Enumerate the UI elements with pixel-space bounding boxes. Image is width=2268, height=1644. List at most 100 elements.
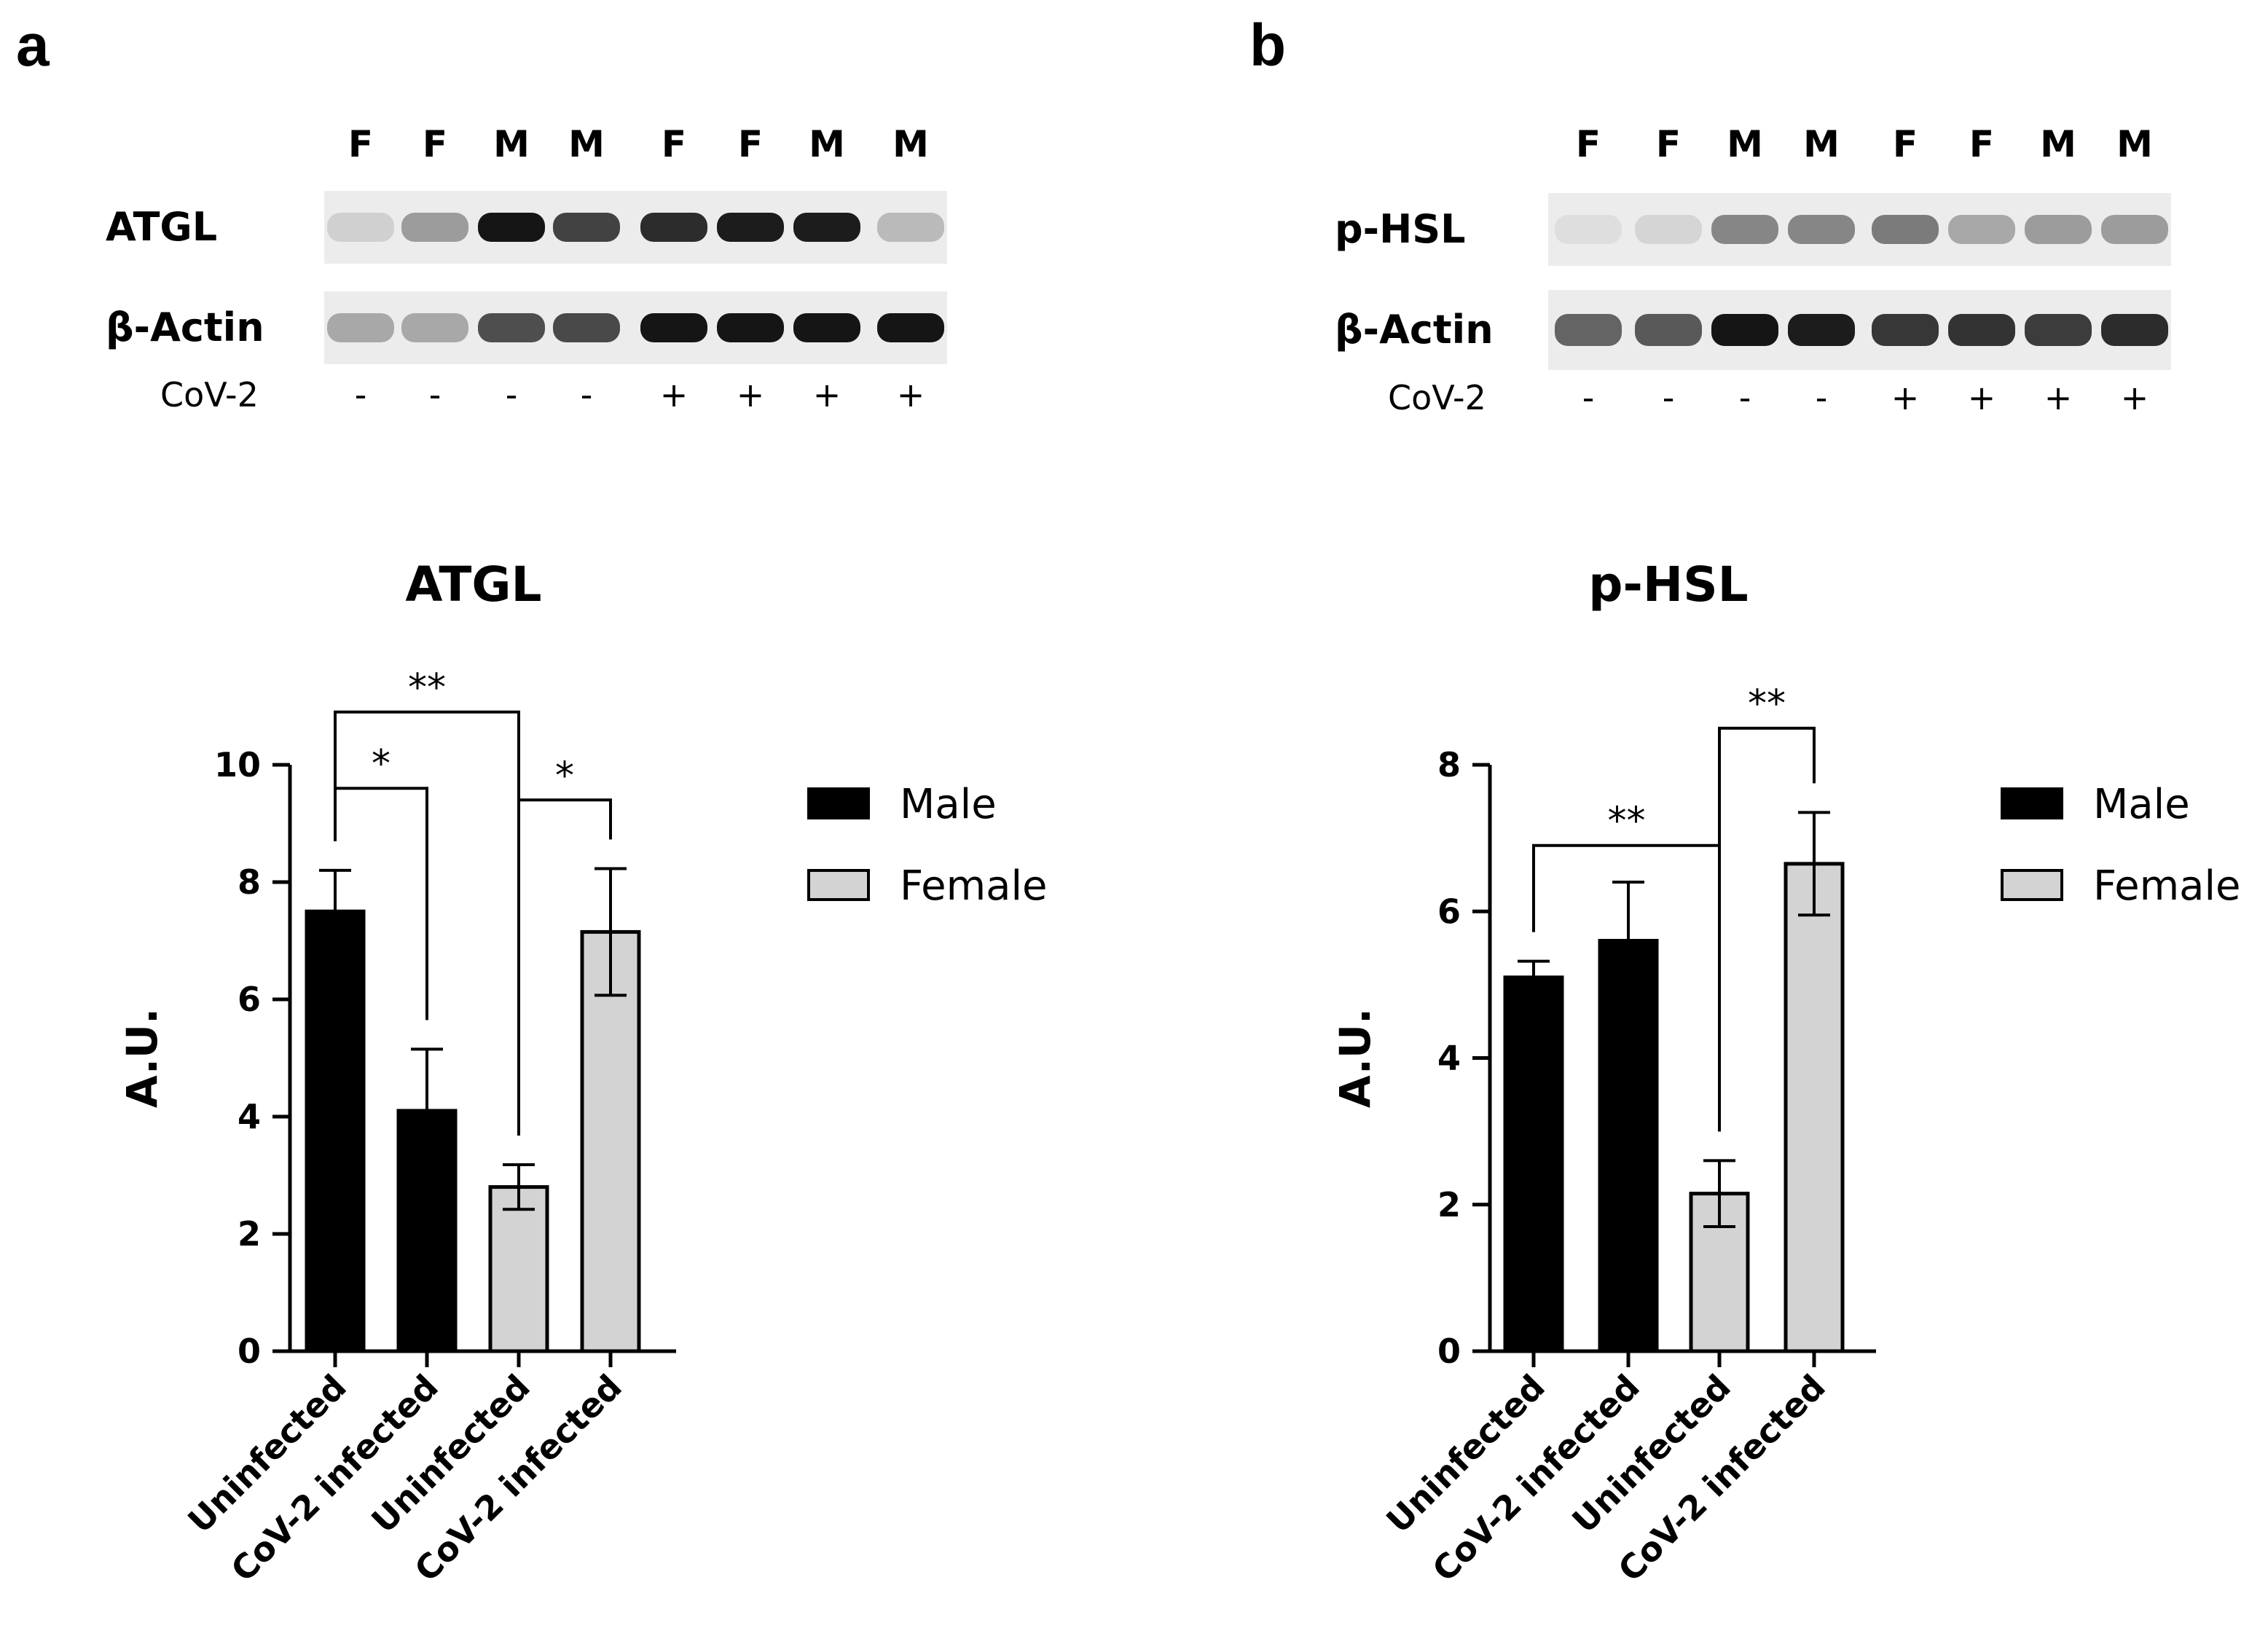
lane-label-7: M <box>809 123 845 165</box>
y-tick-label: 2 <box>1437 1185 1461 1224</box>
blot-band <box>1555 314 1622 346</box>
blot-band <box>2101 215 2168 244</box>
blot-band <box>877 213 944 242</box>
significance-label-1: ** <box>408 666 446 710</box>
condition-mark-1: - <box>1582 378 1595 417</box>
lane-label-1: F <box>1576 123 1601 165</box>
blot-band <box>553 313 620 342</box>
y-tick-label: 10 <box>214 745 261 784</box>
significance-label-1: ** <box>1608 800 1646 843</box>
blot-band <box>1948 215 2015 244</box>
condition-label: CoV-2 <box>1388 378 1486 417</box>
significance-bracket-3 <box>517 798 612 1136</box>
lane-label-3: M <box>1727 123 1763 165</box>
legend-label-male: Male <box>900 781 997 828</box>
blot-band <box>1788 215 1855 244</box>
blot-band <box>2025 215 2092 244</box>
blot-band <box>553 213 620 242</box>
y-tick-label: 6 <box>1437 892 1461 931</box>
condition-mark-5: + <box>660 375 688 414</box>
lane-label-6: F <box>1969 123 1994 165</box>
blot-band <box>793 213 860 242</box>
blot-band <box>401 213 468 242</box>
legend-swatch-female <box>2001 869 2063 901</box>
legend-label-female: Female <box>2093 862 2240 910</box>
significance-bracket-2 <box>1718 726 1816 1132</box>
lane-label-7: M <box>2040 123 2076 165</box>
condition-mark-5: + <box>1891 378 1920 417</box>
condition-mark-4: - <box>1816 378 1828 417</box>
condition-mark-1: - <box>355 375 367 414</box>
condition-mark-2: - <box>429 375 442 414</box>
y-tick-label: 0 <box>1437 1332 1461 1371</box>
legend-label-male: Male <box>2093 781 2190 828</box>
blot-band <box>717 213 784 242</box>
blot-band <box>1788 314 1855 346</box>
condition-mark-2: - <box>1663 378 1675 417</box>
lane-label-6: F <box>738 123 763 165</box>
blot-band <box>1948 314 2015 346</box>
lane-label-8: M <box>2116 123 2153 165</box>
blot-band <box>1711 215 1778 244</box>
significance-label-2: ** <box>1748 683 1786 726</box>
blot-band <box>1872 314 1939 346</box>
y-tick-label: 8 <box>1437 745 1461 784</box>
blot-band <box>793 313 860 342</box>
blot-band <box>478 313 545 342</box>
category-label-3: Uninfected <box>364 1367 537 1541</box>
bar-female-3 <box>1689 1192 1750 1353</box>
y-axis-label: A.U. <box>117 1008 167 1108</box>
bar-male-1 <box>305 909 366 1353</box>
condition-mark-3: - <box>1739 378 1751 417</box>
y-tick-label: 0 <box>238 1332 261 1371</box>
blot-band <box>327 313 394 342</box>
blot-band <box>877 313 944 342</box>
condition-mark-3: - <box>506 375 518 414</box>
blot-band <box>1635 314 1702 346</box>
lane-label-4: M <box>568 123 605 165</box>
y-tick-label: 6 <box>238 980 261 1019</box>
lane-label-3: M <box>493 123 530 165</box>
lane-label-5: F <box>662 123 686 165</box>
blot-row-label-2: β-Actin <box>1335 307 1494 353</box>
chart-title: p-HSL <box>1588 556 1748 613</box>
lane-label-2: F <box>423 123 447 165</box>
condition-mark-7: + <box>813 375 841 414</box>
y-tick-label: 8 <box>238 862 261 902</box>
significance-bracket-2 <box>334 787 428 1020</box>
legend-swatch-female <box>807 869 870 901</box>
blot-band <box>640 313 707 342</box>
y-tick-label: 4 <box>1437 1039 1461 1078</box>
blot-row-label-1: p-HSL <box>1335 206 1466 252</box>
significance-label-3: * <box>555 754 574 798</box>
blot-row-label-2: β-Actin <box>106 304 264 350</box>
blot-band <box>1635 215 1702 244</box>
condition-mark-4: - <box>581 375 593 414</box>
lane-label-5: F <box>1893 123 1918 165</box>
lane-label-4: M <box>1803 123 1840 165</box>
condition-label: CoV-2 <box>160 375 259 414</box>
panel-letter-b: b <box>1249 12 1286 79</box>
bar-female-4 <box>580 929 641 1353</box>
blot-band <box>640 213 707 242</box>
y-tick-label: 2 <box>238 1214 261 1254</box>
y-axis-label: A.U. <box>1330 1008 1380 1108</box>
bar-male-2 <box>1598 939 1659 1353</box>
blot-band <box>1711 314 1778 346</box>
chart-title: ATGL <box>405 556 541 613</box>
bar-female-3 <box>488 1185 549 1353</box>
blot-band <box>327 213 394 242</box>
condition-mark-7: + <box>2044 378 2073 417</box>
blot-band <box>478 213 545 242</box>
blot-row-label-1: ATGL <box>106 204 217 250</box>
legend-swatch-male <box>2001 787 2063 819</box>
blot-band <box>1872 215 1939 244</box>
condition-mark-8: + <box>2121 378 2149 417</box>
blot-band <box>717 313 784 342</box>
blot-band <box>2025 314 2092 346</box>
